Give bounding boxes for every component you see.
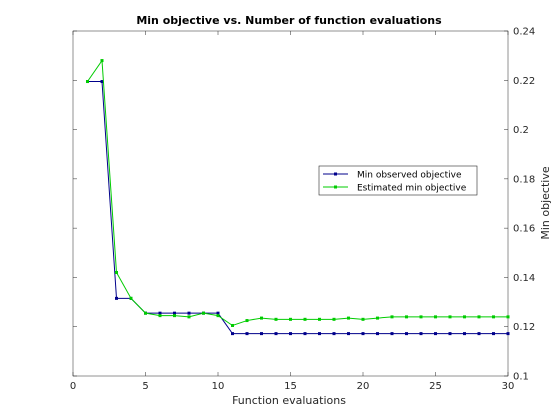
y-axis-label: Min objective	[539, 166, 552, 239]
legend: Min observed objective Estimated min obj…	[318, 165, 478, 196]
data-point-estimated-min	[144, 311, 147, 315]
data-point-min-observed	[173, 311, 176, 315]
data-point-min-observed	[318, 332, 321, 336]
data-point-min-observed	[187, 311, 191, 315]
data-point-estimated-min	[332, 317, 336, 321]
series-layer	[86, 59, 510, 336]
x-tick-label: 15	[284, 381, 297, 392]
data-point-estimated-min	[390, 315, 394, 319]
data-point-estimated-min	[245, 319, 249, 323]
y-tick-label: 0.14	[513, 273, 535, 284]
series-line-estimated-min	[87, 59, 508, 327]
data-point-estimated-min	[260, 316, 263, 320]
y-tick-label: 0.24	[513, 27, 535, 38]
y-tick-label: 0.22	[513, 76, 535, 87]
data-point-min-observed	[100, 80, 104, 84]
y-tick-label: 0.16	[513, 224, 535, 235]
y-axis: 0.1 0.12 0.14 0.16 0.18 0.2 0.22 0.24	[73, 27, 535, 383]
data-point-min-observed	[245, 332, 249, 336]
data-point-estimated-min	[347, 316, 350, 320]
data-point-estimated-min	[477, 315, 481, 319]
x-tick-label: 30	[502, 381, 515, 392]
chart-title: Min objective vs. Number of function eva…	[136, 14, 442, 27]
data-point-min-observed	[477, 332, 481, 336]
data-point-estimated-min	[129, 296, 133, 300]
y-tick-label: 0.1	[513, 372, 529, 383]
data-point-estimated-min	[506, 315, 510, 319]
data-point-min-observed	[347, 332, 350, 336]
x-tick-label: 20	[357, 381, 370, 392]
data-point-estimated-min	[419, 315, 423, 319]
data-point-min-observed	[492, 332, 495, 336]
data-point-min-observed	[390, 332, 394, 336]
data-point-min-observed	[434, 332, 437, 336]
x-tick-label: 0	[70, 381, 76, 392]
data-point-min-observed	[216, 311, 220, 315]
legend-label-min-observed: Min observed objective	[357, 171, 462, 181]
data-point-min-observed	[260, 332, 263, 336]
x-axis: 0 5 10 15 20 25 30	[70, 31, 515, 392]
data-point-estimated-min	[492, 315, 495, 319]
data-point-estimated-min	[173, 314, 176, 318]
data-point-estimated-min	[86, 80, 89, 84]
y-tick-label: 0.12	[513, 322, 535, 333]
data-point-min-observed	[115, 296, 118, 300]
y-tick-label: 0.2	[513, 125, 529, 136]
data-point-min-observed	[231, 332, 234, 336]
data-point-estimated-min	[231, 323, 234, 327]
legend-marker-estimated-min	[334, 185, 337, 189]
data-point-estimated-min	[361, 317, 365, 321]
data-point-min-observed	[274, 332, 278, 336]
data-point-estimated-min	[303, 317, 307, 321]
data-point-estimated-min	[187, 315, 191, 319]
data-point-min-observed	[419, 332, 423, 336]
x-tick-label: 5	[142, 381, 148, 392]
data-point-estimated-min	[405, 315, 408, 319]
x-tick-label: 10	[212, 381, 225, 392]
data-point-min-observed	[158, 311, 162, 315]
data-point-estimated-min	[318, 317, 321, 321]
data-point-estimated-min	[158, 314, 162, 318]
data-point-estimated-min	[216, 314, 220, 318]
data-point-estimated-min	[274, 317, 278, 321]
data-point-min-observed	[303, 332, 307, 336]
plot-area	[72, 30, 509, 377]
data-point-min-observed	[376, 332, 379, 336]
data-point-estimated-min	[115, 271, 118, 274]
data-point-estimated-min	[100, 59, 104, 63]
data-point-estimated-min	[448, 315, 452, 319]
data-point-estimated-min	[463, 315, 466, 319]
data-point-min-observed	[506, 332, 510, 336]
data-point-estimated-min	[289, 317, 292, 321]
data-point-estimated-min	[434, 315, 437, 319]
data-point-min-observed	[332, 332, 336, 336]
data-point-min-observed	[289, 332, 292, 336]
series-line-min-observed	[87, 81, 508, 335]
legend-label-estimated-min: Estimated min objective	[357, 184, 467, 194]
legend-box	[318, 165, 478, 196]
data-point-min-observed	[405, 332, 408, 336]
data-point-min-observed	[463, 332, 466, 336]
data-point-estimated-min	[376, 316, 379, 320]
data-point-estimated-min	[202, 311, 205, 315]
legend-marker-min-observed	[334, 172, 337, 176]
data-point-min-observed	[448, 332, 452, 336]
data-point-min-observed	[361, 332, 365, 336]
x-tick-label: 25	[429, 381, 442, 392]
x-axis-label: Function evaluations	[232, 394, 346, 407]
y-tick-label: 0.18	[513, 174, 535, 185]
